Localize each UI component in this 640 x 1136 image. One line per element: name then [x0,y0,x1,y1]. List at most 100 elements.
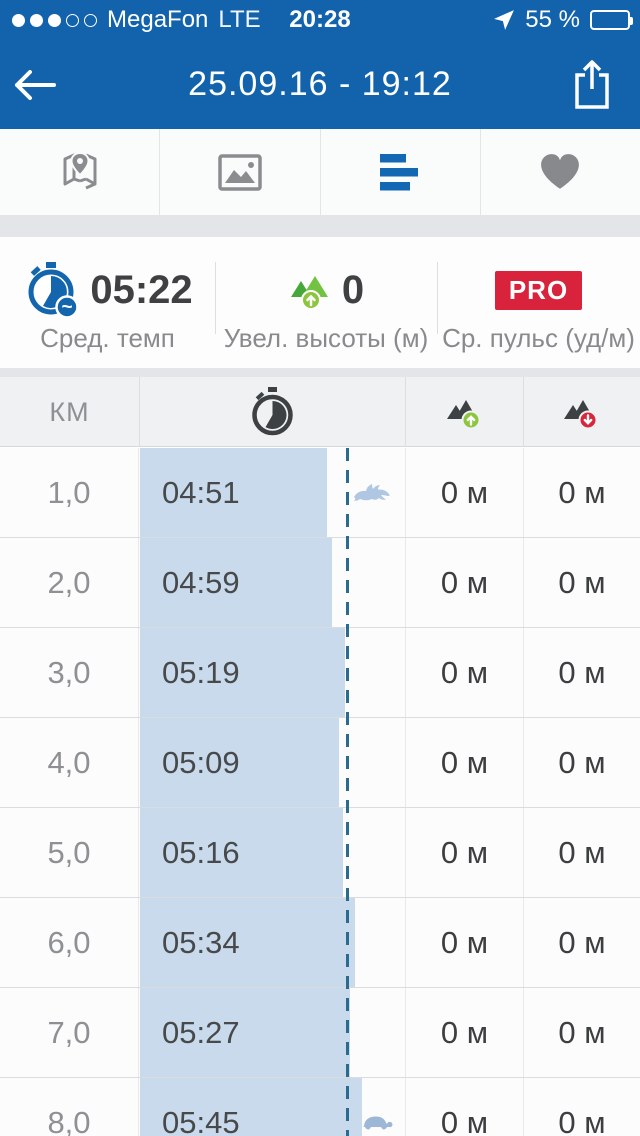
pace-stopwatch-icon: ~ [22,261,80,319]
nav-bar: 25.09.16 - 19:12 [0,40,640,129]
pace-cell: 05:16 [162,835,240,870]
average-pace-line [346,448,349,1136]
pace-bar [140,898,355,987]
gain-cell: 0 м [405,628,523,717]
km-cell: 8,0 [0,1078,139,1136]
pace-cell: 04:51 [162,475,240,510]
tab-heart-rate[interactable] [481,129,640,215]
pace-column-header [139,377,405,447]
gain-column-header [405,377,523,447]
stat-heart-rate[interactable]: PRO Ср. пульс (уд/м) [437,237,640,368]
signal-dots-icon [12,13,97,27]
pace-bar [140,538,332,627]
gain-cell: 0 м [405,538,523,627]
table-row: 5,0 05:16 0 м 0 м [0,808,640,898]
splits-table-body[interactable]: 1,0 04:51 0 м 0 м 2,0 04:59 0 м 0 м 3,0 … [0,448,640,1136]
table-row: 2,0 04:59 0 м 0 м [0,538,640,628]
elevation-gain-icon [288,269,332,311]
loss-cell: 0 м [523,538,640,627]
pace-cell: 05:27 [162,1015,240,1050]
elevation-gain-value: 0 [341,267,365,312]
stopwatch-icon [249,386,297,438]
table-row: 8,0 05:45 0 м 0 м [0,1078,640,1136]
km-cell: 6,0 [0,898,139,987]
splits-icon [380,153,420,191]
loss-cell: 0 м [523,988,640,1077]
gain-cell: 0 м [405,988,523,1077]
elevation-gain-label: Увел. высоты (м) [223,323,429,353]
battery-percent-label: 55 % [525,6,580,33]
loss-cell: 0 м [523,628,640,717]
table-row: 4,0 05:09 0 м 0 м [0,718,640,808]
gain-cell: 0 м [405,808,523,897]
mountain-up-icon [445,394,485,430]
back-button[interactable] [14,40,84,129]
divider-band [0,368,640,377]
avg-pace-value: 05:22 [90,267,193,312]
page-title: 25.09.16 - 19:12 [188,65,452,103]
loss-column-header [523,377,640,447]
tab-map[interactable] [0,129,161,215]
loss-cell: 0 м [523,1078,640,1136]
pace-bar [140,808,343,897]
carrier-group: MegaFon LTE [12,0,261,40]
km-column-header: КМ [49,396,90,427]
table-row: 7,0 05:27 0 м 0 м [0,988,640,1078]
gain-cell: 0 м [405,1078,523,1136]
km-cell: 4,0 [0,718,139,807]
rabbit-icon [352,481,392,504]
tab-bar [0,129,640,215]
pace-cell: 05:45 [162,1105,240,1136]
pace-bar [140,718,339,807]
table-row: 1,0 04:51 0 м 0 м [0,448,640,538]
share-icon [571,59,613,111]
km-cell: 1,0 [0,448,139,537]
pace-cell: 05:19 [162,655,240,690]
pro-badge: PRO [494,270,583,310]
loss-cell: 0 м [523,898,640,987]
turtle-icon [359,1112,395,1133]
heart-icon [539,153,581,191]
pace-cell: 05:34 [162,925,240,960]
splits-table-header: КМ [0,377,640,447]
gain-cell: 0 м [405,898,523,987]
status-right-group: 55 % [493,0,633,40]
table-row: 3,0 05:19 0 м 0 м [0,628,640,718]
photo-icon [218,153,262,191]
pace-cell: 04:59 [162,565,240,600]
share-button[interactable] [562,40,622,129]
divider-band [0,215,640,237]
pace-bar [140,448,327,537]
svg-text:~: ~ [62,297,73,318]
pace-bar [140,628,345,717]
back-arrow-icon [14,69,56,100]
gain-cell: 0 м [405,718,523,807]
carrier-label: MegaFon [107,6,209,33]
km-cell: 5,0 [0,808,139,897]
pace-bar [140,1078,362,1136]
pace-bar [140,988,350,1077]
status-bar: MegaFon LTE 20:28 55 % [0,0,640,40]
avg-pace-label: Сред. темп [40,323,175,353]
km-cell: 3,0 [0,628,139,717]
stat-elevation-gain: 0 Увел. высоты (м) [215,237,437,368]
location-arrow-icon [493,9,515,31]
network-label: LTE [218,6,261,33]
pace-cell: 05:09 [162,745,240,780]
loss-cell: 0 м [523,718,640,807]
mountain-down-icon [562,394,602,430]
loss-cell: 0 м [523,448,640,537]
gain-cell: 0 м [405,448,523,537]
tab-photos[interactable] [160,129,321,215]
summary-stats: ~ 05:22 Сред. темп 0 Увел. вы [0,237,640,368]
status-time: 20:28 [289,6,351,33]
stat-avg-pace: ~ 05:22 Сред. темп [0,237,215,368]
tab-splits[interactable] [320,129,481,215]
km-cell: 7,0 [0,988,139,1077]
km-cell: 2,0 [0,538,139,627]
map-icon [55,151,105,193]
heart-rate-label: Ср. пульс (уд/м) [442,323,635,353]
battery-icon [590,10,633,30]
loss-cell: 0 м [523,808,640,897]
